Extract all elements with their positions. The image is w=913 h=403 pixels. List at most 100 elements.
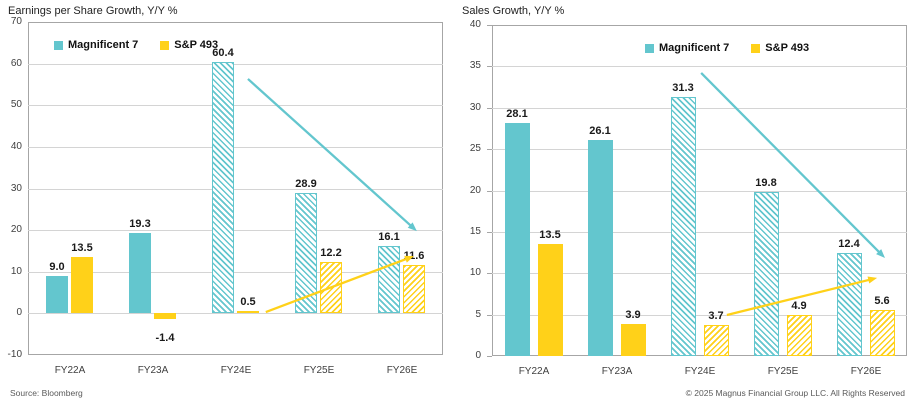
- axis-tick: [487, 25, 492, 26]
- axis-tick: [487, 149, 492, 150]
- bar-value-label: 11.6: [403, 250, 425, 262]
- y-axis-tick-label: -10: [7, 349, 22, 360]
- sales-growth-chart-title: Sales Growth, Y/Y %: [462, 5, 565, 17]
- y-axis-tick-label: 20: [469, 185, 481, 196]
- bar-sp493-FY26E: [403, 265, 425, 313]
- legend-swatch-icon: [160, 40, 170, 50]
- x-axis-category-label: FY24E: [220, 365, 252, 376]
- bar-magnificent7-FY24E: [671, 97, 696, 356]
- legend-item-magnificent7: Magnificent 7: [54, 39, 138, 51]
- bar-value-label: 3.9: [625, 309, 641, 321]
- bar-sp493-FY24E: [237, 311, 259, 313]
- gridline: [492, 232, 907, 233]
- legend-item-sp493: S&P 493: [160, 39, 218, 51]
- bar-value-label: 12.4: [838, 238, 860, 250]
- gridline: [28, 189, 443, 190]
- legend-item-sp493: S&P 493: [751, 42, 809, 54]
- gridline: [28, 64, 443, 65]
- legend-label: S&P 493: [174, 39, 219, 51]
- plot-area: [28, 22, 443, 355]
- legend-swatch-icon: [751, 43, 761, 53]
- y-axis-tick-label: 20: [10, 224, 22, 235]
- bar-magnificent7-FY23A: [588, 140, 613, 356]
- gridline: [492, 273, 907, 274]
- legend-label: S&P 493: [765, 42, 810, 54]
- x-axis-category-label: FY26E: [386, 365, 418, 376]
- bar-value-label: 12.2: [320, 247, 342, 259]
- y-axis-tick-label: 70: [10, 16, 22, 27]
- axis-tick: [487, 191, 492, 192]
- x-axis-category-label: FY23A: [601, 366, 633, 377]
- y-axis-tick-label: 60: [10, 58, 22, 69]
- bar-value-label: -1.4: [155, 332, 175, 344]
- gridline: [28, 147, 443, 148]
- gridline: [492, 149, 907, 150]
- y-axis-tick-label: 0: [475, 350, 481, 361]
- axis-tick: [487, 66, 492, 67]
- bar-magnificent7-FY24E: [212, 62, 234, 313]
- y-axis-tick-label: 35: [469, 60, 481, 71]
- gridline: [492, 315, 907, 316]
- gridline: [492, 191, 907, 192]
- x-axis-category-label: FY22A: [518, 366, 550, 377]
- bar-value-label: 26.1: [589, 125, 611, 137]
- copyright-note: © 2025 Magnus Financial Group LLC. All R…: [685, 388, 905, 398]
- legend-label: Magnificent 7: [659, 42, 730, 54]
- y-axis-tick-label: 5: [475, 309, 481, 320]
- legend-swatch-icon: [645, 43, 654, 53]
- bar-value-label: 19.3: [129, 218, 151, 230]
- axis-tick: [487, 356, 492, 357]
- bar-value-label: 28.1: [506, 108, 528, 120]
- y-axis-tick-label: 40: [10, 141, 22, 152]
- y-axis-tick-label: 40: [469, 19, 481, 30]
- chart-legend: Magnificent 7 S&P 493: [645, 42, 809, 54]
- source-note: Source: Bloomberg: [10, 388, 83, 398]
- y-axis-tick-label: 30: [10, 183, 22, 194]
- bar-value-label: 4.9: [791, 300, 807, 312]
- bar-sp493-FY24E: [704, 325, 729, 356]
- gridline: [28, 272, 443, 273]
- y-axis-tick-label: 15: [469, 226, 481, 237]
- gridline: [492, 108, 907, 109]
- plot-area: [492, 25, 907, 356]
- legend-item-magnificent7: Magnificent 7: [645, 42, 729, 54]
- axis-tick: [487, 232, 492, 233]
- legend-swatch-icon: [54, 40, 63, 50]
- gridline: [28, 230, 443, 231]
- bar-value-label: 60.4: [212, 47, 234, 59]
- bar-value-label: 5.6: [874, 295, 890, 307]
- y-axis-tick-label: 25: [469, 143, 481, 154]
- bar-magnificent7-FY22A: [505, 123, 530, 356]
- legend-label: Magnificent 7: [68, 39, 139, 51]
- bar-sp493-FY26E: [870, 310, 895, 356]
- bar-value-label: 16.1: [378, 231, 400, 243]
- y-axis-tick-label: 30: [469, 102, 481, 113]
- gridline: [28, 105, 443, 106]
- bar-value-label: 19.8: [755, 177, 777, 189]
- x-axis-category-label: FY25E: [767, 366, 799, 377]
- gridline: [492, 66, 907, 67]
- y-axis-tick-label: 10: [469, 267, 481, 278]
- x-axis-category-label: FY22A: [54, 365, 86, 376]
- chart-legend: Magnificent 7 S&P 493: [54, 39, 218, 51]
- bar-sp493-FY25E: [787, 315, 812, 356]
- bar-sp493-FY22A: [538, 244, 563, 356]
- x-axis-category-label: FY23A: [137, 365, 169, 376]
- bar-value-label: 9.0: [49, 261, 65, 273]
- x-axis-category-label: FY25E: [303, 365, 335, 376]
- x-axis-category-label: FY26E: [850, 366, 882, 377]
- gridline: [28, 313, 443, 314]
- bar-value-label: 31.3: [672, 82, 694, 94]
- bar-value-label: 13.5: [71, 242, 93, 254]
- y-axis-tick-label: 10: [10, 266, 22, 277]
- bar-sp493-FY23A: [154, 313, 176, 319]
- bar-sp493-FY23A: [621, 324, 646, 356]
- y-axis-tick-label: 50: [10, 99, 22, 110]
- bar-value-label: 13.5: [539, 229, 561, 241]
- y-axis-tick-label: 0: [16, 307, 22, 318]
- eps-growth-chart-title: Earnings per Share Growth, Y/Y %: [8, 5, 178, 17]
- axis-tick: [487, 108, 492, 109]
- bar-magnificent7-FY25E: [754, 192, 779, 356]
- bar-value-label: 3.7: [708, 310, 724, 322]
